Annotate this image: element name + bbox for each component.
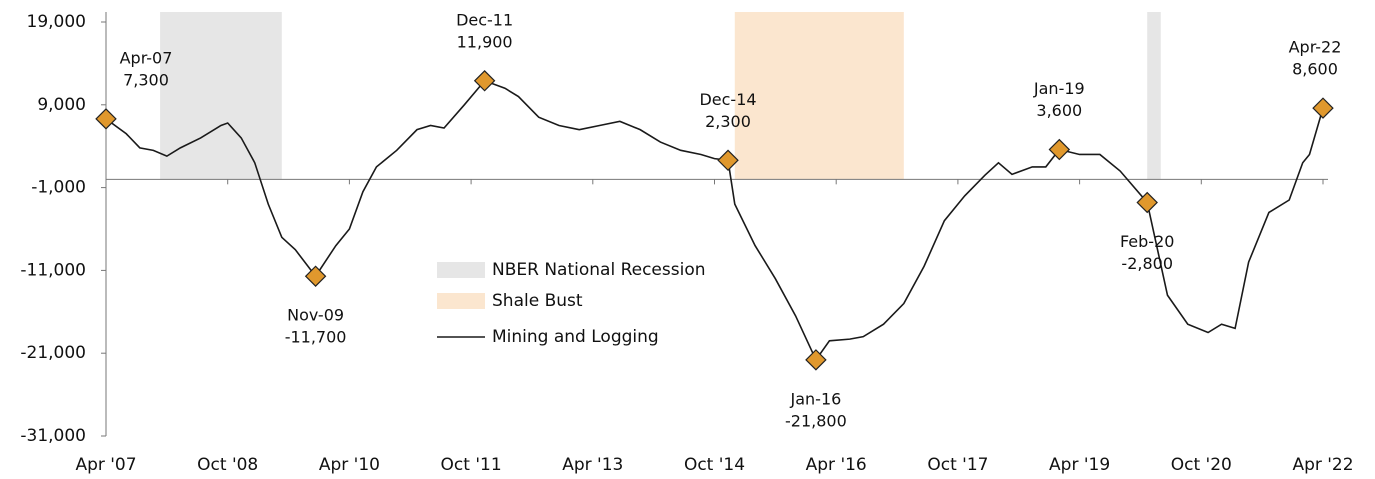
x-tick-label: Apr '13 — [562, 455, 623, 475]
annotation-marker — [717, 149, 739, 172]
annotation: Jan-16 -21,800 — [785, 349, 847, 430]
annotation-label: Apr-07 — [120, 48, 173, 67]
annotation-value: -11,700 — [285, 328, 347, 347]
shaded-band — [1147, 12, 1161, 180]
annotation: Feb-20 -2,800 — [1120, 191, 1174, 273]
legend-label: Mining and Logging — [492, 327, 659, 347]
x-tick-label: Apr '16 — [806, 455, 867, 475]
y-tick-label: -1,000 — [31, 178, 86, 198]
annotation-label: Nov-09 — [287, 306, 344, 325]
y-tick-label: -21,000 — [20, 343, 86, 363]
annotation-label: Feb-20 — [1120, 232, 1174, 251]
annotation: Dec-11 11,900 — [456, 10, 513, 92]
annotation: Apr-22 8,600 — [1289, 38, 1342, 119]
legend-swatch — [437, 262, 485, 278]
x-tick-label: Apr '19 — [1049, 455, 1110, 475]
legend-label: NBER National Recession — [492, 260, 706, 280]
annotation-label: Jan-19 — [1033, 79, 1085, 98]
annotation: Jan-19 3,600 — [1033, 79, 1085, 161]
annotation-label: Dec-14 — [699, 90, 756, 109]
series-line — [105, 79, 1324, 362]
annotation-label: Dec-11 — [456, 10, 513, 29]
annotation-marker — [304, 265, 327, 287]
y-tick-label: -11,000 — [20, 260, 86, 280]
annotation: Nov-09 -11,700 — [285, 265, 347, 347]
annotation-value: 11,900 — [457, 32, 513, 51]
legend-swatch — [437, 293, 485, 309]
annotation-value: 3,600 — [1036, 101, 1082, 120]
annotation-value: -2,800 — [1121, 254, 1173, 273]
annotation-label: Apr-22 — [1289, 38, 1342, 57]
annotation-label: Jan-16 — [790, 389, 842, 408]
annotation: Dec-14 2,300 — [699, 90, 757, 172]
y-tick-label: 19,000 — [27, 12, 86, 32]
annotation: Apr-07 7,300 — [95, 48, 173, 130]
annotation-value: -21,800 — [785, 411, 847, 430]
annotation-marker — [473, 70, 496, 92]
shaded-band — [734, 12, 904, 180]
x-tick-label: Oct '17 — [927, 455, 988, 475]
annotation-marker — [95, 108, 117, 130]
annotation-value: 2,300 — [705, 112, 751, 131]
y-tick-label: -31,000 — [20, 426, 86, 446]
x-tick-label: Apr '07 — [75, 455, 136, 475]
x-tick-label: Apr '10 — [319, 455, 380, 475]
x-tick-label: Oct '08 — [197, 455, 258, 475]
annotation-marker — [1136, 191, 1158, 214]
x-tick-label: Oct '14 — [684, 455, 745, 475]
shaded-band — [160, 12, 282, 180]
annotation-marker — [1312, 97, 1334, 119]
annotation-marker — [805, 349, 827, 371]
annotation-marker — [1048, 138, 1071, 161]
x-tick-label: Oct '11 — [441, 455, 502, 475]
y-tick-label: 9,000 — [37, 95, 86, 115]
annotation-value: 7,300 — [123, 70, 169, 89]
x-tick-label: Oct '20 — [1171, 455, 1232, 475]
annotation-value: 8,600 — [1292, 60, 1338, 79]
x-tick-label: Apr '22 — [1292, 455, 1353, 475]
legend-label: Shale Bust — [492, 291, 583, 311]
